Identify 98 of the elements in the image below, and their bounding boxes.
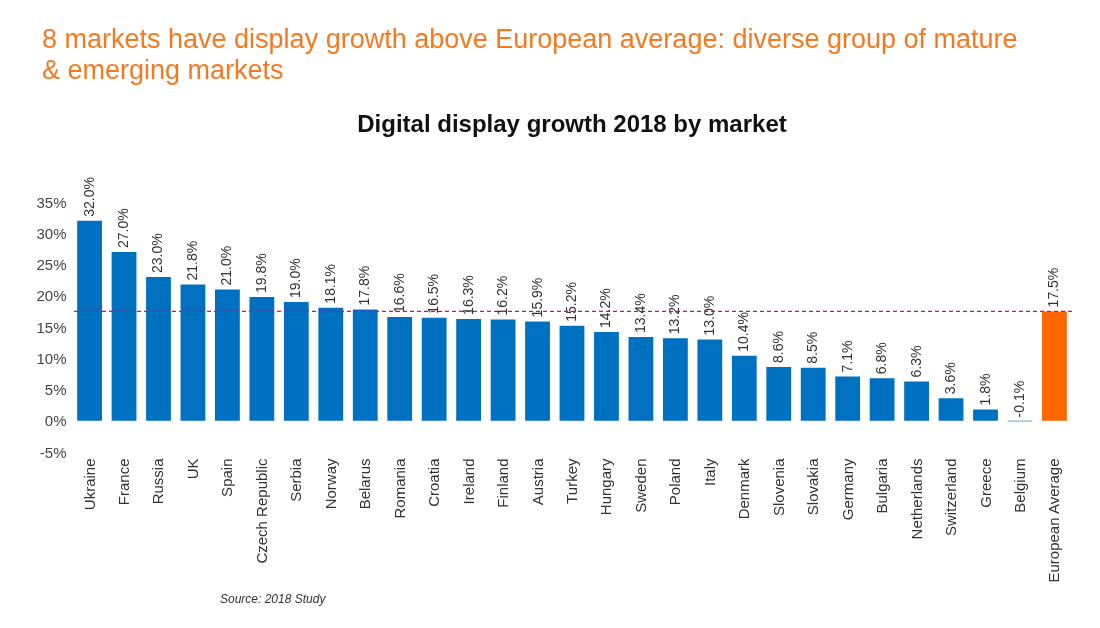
y-tick-label: 5% — [44, 381, 67, 398]
y-tick-label: 20% — [36, 287, 67, 305]
data-label: 32.0% — [80, 177, 97, 217]
data-label: 17.8% — [356, 265, 373, 306]
data-label: 3.6% — [942, 362, 959, 395]
x-tick-label: Ireland — [459, 458, 477, 505]
bar — [662, 338, 688, 421]
x-tick-label: Denmark — [735, 458, 753, 520]
bar — [77, 220, 102, 421]
data-label: -0.1% — [1010, 380, 1027, 418]
data-label: 14.2% — [597, 288, 614, 328]
x-tick-label: Serbia — [287, 457, 305, 502]
bar — [938, 398, 964, 421]
x-tick-label: Austria — [528, 457, 546, 506]
bar — [628, 337, 654, 421]
y-tick-label: 25% — [36, 256, 67, 273]
x-tick-label: Finland — [494, 458, 512, 508]
bar — [421, 317, 447, 421]
data-label: 8.5% — [804, 331, 821, 364]
y-tick-label: -5% — [39, 443, 67, 461]
bar — [387, 317, 413, 421]
data-label: 16.6% — [390, 273, 407, 313]
data-label: 19.0% — [287, 258, 304, 298]
data-label: 10.4% — [735, 312, 752, 352]
data-label: 18.1% — [321, 263, 338, 304]
data-label: 21.8% — [183, 240, 200, 281]
x-tick-label: France — [115, 458, 133, 506]
x-tick-label: Greece — [976, 458, 994, 508]
data-label: 15.9% — [528, 277, 545, 318]
bar — [904, 381, 929, 421]
bar — [766, 367, 792, 421]
bar — [249, 297, 275, 421]
x-tick-label: Russia — [149, 457, 167, 505]
bar — [800, 367, 826, 421]
x-tick-label: Switzerland — [942, 458, 960, 537]
x-tick-label: Germany — [838, 458, 856, 521]
data-label: 8.6% — [769, 331, 786, 363]
source-note: Source: 2018 Study — [220, 592, 326, 606]
data-label: 19.8% — [252, 253, 269, 293]
x-tick-label: UK — [183, 458, 201, 480]
x-tick-label: Turkey — [563, 458, 580, 504]
bar — [697, 339, 723, 421]
data-label: 6.8% — [873, 342, 890, 375]
data-label: 16.5% — [425, 273, 442, 314]
bar — [973, 409, 998, 421]
x-tick-label: Czech Republic — [252, 458, 270, 564]
bar — [490, 319, 516, 421]
x-tick-label: Ukraine — [80, 458, 98, 511]
data-label: 13.0% — [700, 295, 717, 336]
bar — [869, 378, 895, 421]
x-tick-label: Belgium — [1010, 458, 1028, 513]
y-tick-label: 0% — [44, 412, 67, 430]
bar — [559, 325, 585, 421]
bar — [283, 302, 309, 421]
chart-subtitle: Digital display growth 2018 by market — [357, 110, 787, 138]
x-tick-label: Norway — [321, 458, 339, 510]
chart-title: 8 markets have display growth above European average: diverse group of mature & emerging markets — [41, 23, 1019, 86]
x-tick-label: Sweden — [631, 458, 649, 513]
x-tick-label: Poland — [666, 458, 684, 506]
x-tick-label: Netherlands — [907, 458, 925, 540]
data-label: 7.1% — [838, 340, 855, 373]
bar — [146, 277, 171, 421]
data-label: 17.5% — [1045, 267, 1062, 308]
y-tick-label: 30% — [36, 224, 67, 242]
x-tick-label: European Average — [1045, 458, 1063, 583]
x-tick-label: Bulgaria — [873, 457, 891, 514]
x-tick-label: Spain — [218, 458, 236, 497]
x-tick-label: Slovakia — [804, 457, 822, 516]
data-label: 27.0% — [115, 208, 132, 248]
data-label: 23.0% — [149, 233, 166, 273]
bar — [215, 289, 240, 421]
bar — [594, 332, 619, 421]
x-tick-label: Belarus — [356, 458, 374, 510]
x-tick-label: Croatia — [425, 457, 443, 507]
bar — [180, 284, 206, 421]
y-tick-label: 35% — [36, 193, 67, 211]
data-label: 1.8% — [976, 373, 993, 406]
x-tick-label: Romania — [390, 457, 408, 519]
bar — [352, 309, 378, 421]
data-label: 16.3% — [459, 275, 476, 315]
bar — [835, 376, 861, 421]
bar — [318, 307, 344, 421]
data-label: 6.3% — [907, 345, 924, 378]
bar — [731, 355, 757, 421]
bar — [1042, 311, 1067, 421]
data-label: 13.4% — [631, 293, 648, 333]
y-tick-label: 10% — [36, 349, 67, 367]
y-tick-label: 15% — [36, 318, 67, 336]
data-label: 16.2% — [494, 275, 511, 316]
data-label: 21.0% — [218, 245, 235, 286]
x-tick-label: Hungary — [597, 458, 615, 516]
data-label: 13.2% — [666, 294, 683, 335]
bar — [111, 252, 137, 421]
bar — [456, 318, 482, 421]
x-tick-label: Italy — [700, 458, 718, 487]
data-label: 15.2% — [563, 282, 579, 322]
bar — [525, 321, 550, 421]
x-tick-label: Slovenia — [769, 457, 787, 517]
